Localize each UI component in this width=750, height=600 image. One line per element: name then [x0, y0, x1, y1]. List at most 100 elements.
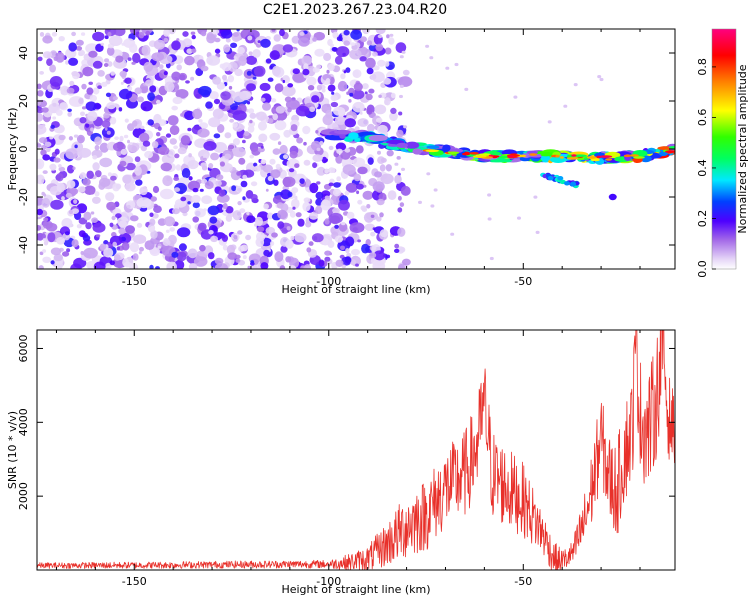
spectrogram-noise-cell	[212, 76, 222, 85]
spectrogram-noise-cell	[246, 83, 256, 92]
spectrogram-noise-cell	[144, 240, 155, 251]
spectrogram-noise-cell	[125, 225, 135, 234]
spectrogram-noise-cell	[65, 60, 69, 65]
spectrogram-noise-cell	[92, 222, 106, 233]
spectrogram-noise-cell	[106, 46, 115, 56]
spectrogram-noise-cell	[380, 173, 394, 185]
spectrogram-noise-cell	[71, 71, 79, 77]
spectrogram-noise-cell	[176, 64, 182, 71]
spectrogram-noise-cell	[397, 207, 403, 213]
spectrogram-noise-cell	[355, 145, 364, 154]
spectrogram-noise-cell	[121, 42, 126, 46]
spectrogram-noise-cell	[66, 87, 75, 94]
spectrogram-noise-cell	[191, 48, 197, 54]
spectrogram-signal-cell	[608, 193, 617, 201]
spectrogram-noise-cell	[225, 214, 233, 222]
spectrogram-noise-cell	[103, 247, 114, 258]
spectrogram-noise-cell	[597, 75, 602, 79]
spectrogram-noise-cell	[285, 239, 294, 249]
colorbar-tick-label: 0.4	[696, 159, 709, 177]
spectrogram-noise-cell	[387, 190, 397, 201]
spectrogram-noise-cell	[197, 222, 207, 232]
spectrogram-noise-cell	[403, 125, 408, 129]
spectrogram-noise-cell	[100, 42, 105, 46]
colorbar-tick-label: 0.6	[696, 109, 709, 127]
spectrogram-noise-cell	[124, 118, 129, 123]
spectrogram-noise-cell	[123, 134, 129, 139]
spectrogram-noise-cell	[344, 256, 352, 264]
spectrogram-noise-cell	[267, 212, 274, 220]
spectrogram-signal-cell	[540, 153, 552, 157]
spectrogram-noise-cell	[295, 212, 302, 218]
spectrogram-noise-cell	[42, 154, 51, 161]
spectrogram-noise-cell	[321, 156, 328, 164]
spectrogram-noise-cell	[67, 108, 72, 113]
spectrogram-noise-cell	[366, 40, 373, 46]
spectrogram-noise-cell	[272, 65, 281, 77]
spectrogram-noise-cell	[222, 74, 227, 81]
spectrogram-noise-cell	[425, 44, 430, 48]
spectrogram-noise-cell	[124, 77, 132, 84]
spectrogram-noise-cell	[237, 201, 242, 206]
spectrogram-noise-cell	[37, 174, 45, 185]
spectrogram-noise-cell	[222, 203, 228, 209]
spectrogram-noise-cell	[361, 243, 370, 254]
spectrogram-noise-cell	[357, 166, 368, 175]
spectrogram-noise-cell	[252, 76, 257, 80]
spectrogram-noise-cell	[198, 85, 212, 96]
spectrogram-noise-cell	[220, 91, 231, 101]
spectrogram-noise-cell	[92, 31, 105, 42]
spectrogram-noise-cell	[103, 63, 109, 67]
spectrogram-noise-cell	[331, 47, 338, 52]
spectrogram-noise-cell	[175, 164, 182, 171]
spectrogram-noise-cell	[328, 212, 344, 224]
spectrogram-noise-cell	[110, 71, 116, 76]
spectrogram-noise-cell	[397, 195, 402, 201]
spectrogram-noise-cell	[357, 239, 361, 243]
spectrogram-noise-cell	[156, 132, 161, 137]
spectrogram-noise-cell	[269, 158, 276, 165]
spectrogram-noise-cell	[86, 87, 94, 95]
spectrogram-noise-cell	[236, 171, 242, 176]
spectrogram-noise-cell	[332, 31, 339, 39]
spectrogram-noise-cell	[235, 258, 241, 263]
spectrogram-noise-cell	[223, 44, 231, 53]
spectrogram-noise-cell	[56, 182, 65, 193]
spectrogram-noise-cell	[82, 66, 94, 77]
spectrogram-x-tick-label: -150	[122, 275, 147, 288]
spectrogram-signal-cell	[573, 154, 587, 157]
spectrogram-noise-cell	[345, 236, 355, 247]
spectrogram-noise-cell	[256, 111, 267, 121]
spectrogram-noise-cell	[135, 179, 143, 186]
spectrogram-noise-cell	[340, 245, 345, 251]
spectrogram-noise-cell	[89, 94, 98, 102]
spectrogram-noise-cell	[345, 182, 358, 193]
spectrogram-noise-cell	[270, 169, 281, 179]
spectrogram-noise-cell	[222, 244, 228, 251]
spectrogram-noise-cell	[178, 243, 187, 252]
spectrogram-noise-cell	[105, 262, 112, 269]
spectrogram-noise-cell	[68, 42, 77, 52]
spectrogram-noise-cell	[52, 102, 57, 107]
spectrogram-noise-cell	[215, 180, 222, 187]
spectrogram-noise-cell	[333, 106, 346, 116]
spectrogram-noise-cell	[253, 162, 258, 167]
spectrogram-noise-cell	[365, 57, 376, 69]
spectrogram-noise-cell	[375, 117, 383, 123]
spectrogram-noise-cell	[258, 133, 268, 143]
spectrogram-noise-cell	[275, 106, 286, 114]
spectrogram-noise-cell	[239, 208, 246, 214]
spectrogram-noise-cell	[399, 94, 403, 99]
spectrogram-noise-cell	[94, 191, 100, 197]
spectrogram-noise-cell	[54, 148, 60, 155]
spectrogram-noise-cell	[78, 98, 84, 104]
spectrogram-noise-cell	[191, 34, 196, 40]
snr-x-axis-label: Height of straight line (km)	[281, 583, 430, 596]
spectrogram-noise-cell	[214, 37, 221, 43]
spectrogram-noise-cell	[159, 64, 164, 69]
spectrogram-noise-cell	[401, 167, 405, 171]
spectrogram-noise-cell	[380, 157, 387, 163]
spectrogram-noise-cell	[203, 157, 207, 162]
spectrogram-noise-cell	[58, 134, 66, 141]
spectrogram-signal-cell	[623, 154, 631, 158]
